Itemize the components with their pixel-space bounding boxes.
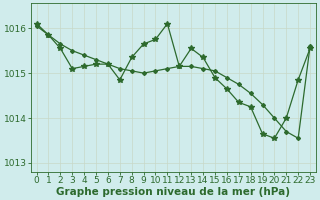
X-axis label: Graphe pression niveau de la mer (hPa): Graphe pression niveau de la mer (hPa) xyxy=(56,187,290,197)
